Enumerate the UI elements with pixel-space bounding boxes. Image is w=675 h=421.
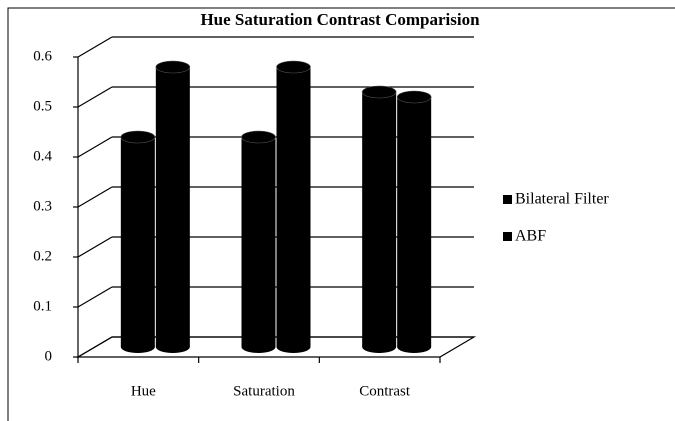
legend-label: ABF	[515, 228, 546, 245]
legend-swatch	[503, 232, 512, 241]
bar-body	[397, 97, 432, 347]
y-tick-label: 0	[45, 348, 53, 364]
bar	[276, 60, 311, 353]
grid-line	[77, 186, 113, 208]
grid-line	[77, 236, 113, 258]
bar	[155, 60, 191, 353]
y-tick-label: 0.5	[33, 98, 52, 114]
bar	[120, 130, 156, 353]
y-tick-label: 0.6	[33, 48, 52, 64]
bar-body	[120, 137, 155, 347]
y-tick-label: 0.3	[33, 198, 52, 214]
chart-border	[7, 7, 675, 421]
bar	[361, 85, 397, 353]
legend-swatch	[503, 195, 512, 204]
grid-line	[77, 286, 113, 308]
x-tick-label: Hue	[131, 383, 156, 399]
bar-top	[276, 60, 311, 74]
y-tick-label: 0.4	[33, 148, 52, 164]
grid-line	[77, 136, 113, 158]
grid-line	[77, 336, 113, 358]
x-tick-label: Contrast	[359, 383, 411, 399]
grid-line	[77, 36, 113, 58]
bar-top	[155, 60, 191, 74]
bar-top	[361, 85, 397, 99]
bar	[396, 90, 432, 353]
chart-title: Hue Saturation Contrast Comparision	[200, 10, 480, 29]
y-tick-label: 0.2	[33, 248, 52, 264]
bar-top	[241, 130, 276, 144]
legend-label: Bilateral Filter	[515, 191, 609, 208]
bar-body	[276, 67, 311, 347]
bar-top	[396, 90, 432, 104]
grid-line	[77, 86, 113, 108]
bar	[241, 130, 276, 353]
bar-body	[241, 137, 276, 347]
bar-body	[155, 67, 190, 347]
x-tick-label: Saturation	[233, 383, 295, 399]
bar-top	[120, 130, 156, 144]
bar-body	[362, 92, 397, 347]
y-tick-label: 0.1	[33, 298, 52, 314]
